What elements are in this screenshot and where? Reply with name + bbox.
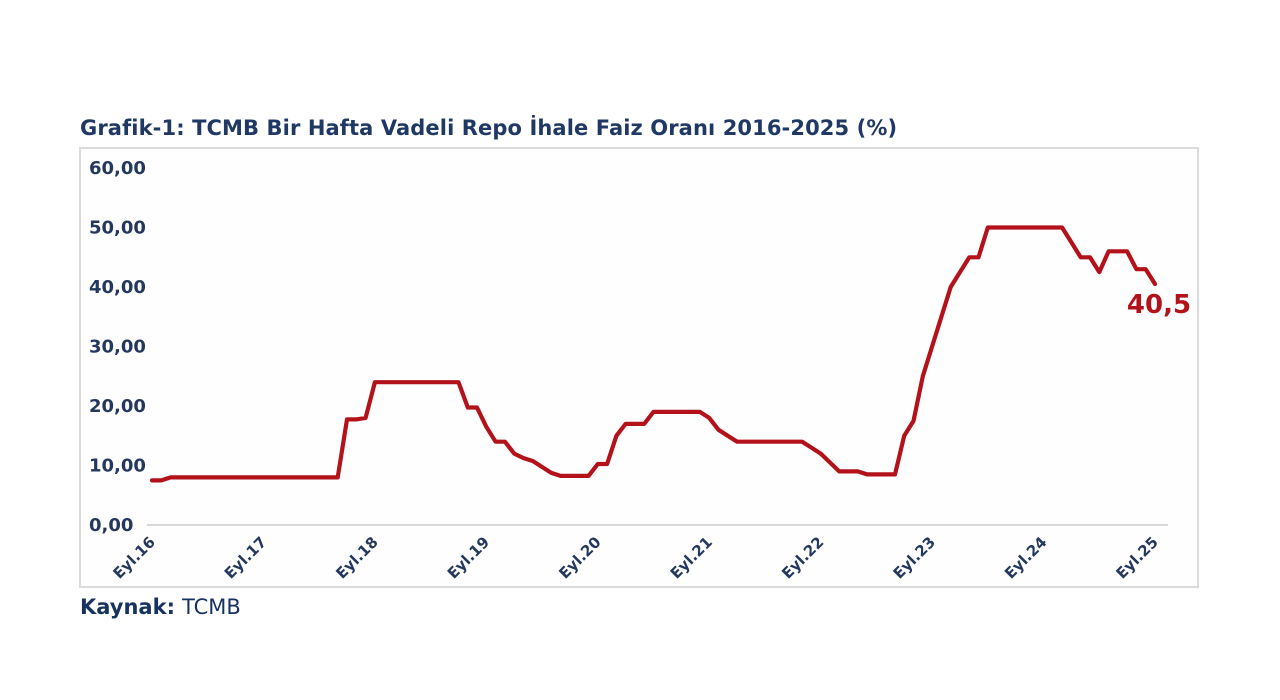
x-axis-tick-label: Eyl.23 — [890, 533, 939, 582]
x-axis-tick-label: Eyl.16 — [110, 533, 159, 582]
source-value: TCMB — [181, 595, 241, 619]
x-axis-tick-label: Eyl.21 — [667, 533, 716, 582]
plot-area: 0,00 10,00 20,00 30,00 40,00 50,00 60,00 Eyl.16… — [79, 147, 1199, 588]
x-axis-tick-label: Eyl.19 — [444, 533, 493, 582]
y-axis-tick-label: 0,00 — [89, 515, 133, 536]
source-note: Kaynak: TCMB — [80, 595, 241, 619]
y-axis-tick-label: 40,00 — [89, 277, 146, 298]
x-axis-tick-label: Eyl.20 — [555, 533, 604, 582]
x-axis-tick-label: Eyl.17 — [221, 533, 270, 582]
y-axis-tick-label: 50,00 — [89, 218, 146, 239]
y-axis-tick-label: 10,00 — [89, 456, 146, 477]
rate-line-chart: 0,00 10,00 20,00 30,00 40,00 50,00 60,00 Eyl.16… — [89, 158, 1191, 582]
source-label: Kaynak: — [80, 595, 175, 619]
y-axis-tick-label: 30,00 — [89, 337, 146, 358]
x-axis-tick-label: Eyl.22 — [778, 533, 827, 582]
last-value-label: 40,5 — [1127, 290, 1191, 320]
x-axis-tick-label: Eyl.25 — [1113, 533, 1162, 582]
y-axis-tick-label: 20,00 — [89, 396, 146, 417]
x-axis-tick-label: Eyl.18 — [332, 533, 381, 582]
rate-line — [149, 225, 1158, 483]
y-axis-tick-label: 60,00 — [89, 158, 146, 179]
chart-title: Grafik-1: TCMB Bir Hafta Vadeli Repo İha… — [80, 116, 898, 140]
x-axis-tick-label: Eyl.24 — [1001, 533, 1050, 582]
